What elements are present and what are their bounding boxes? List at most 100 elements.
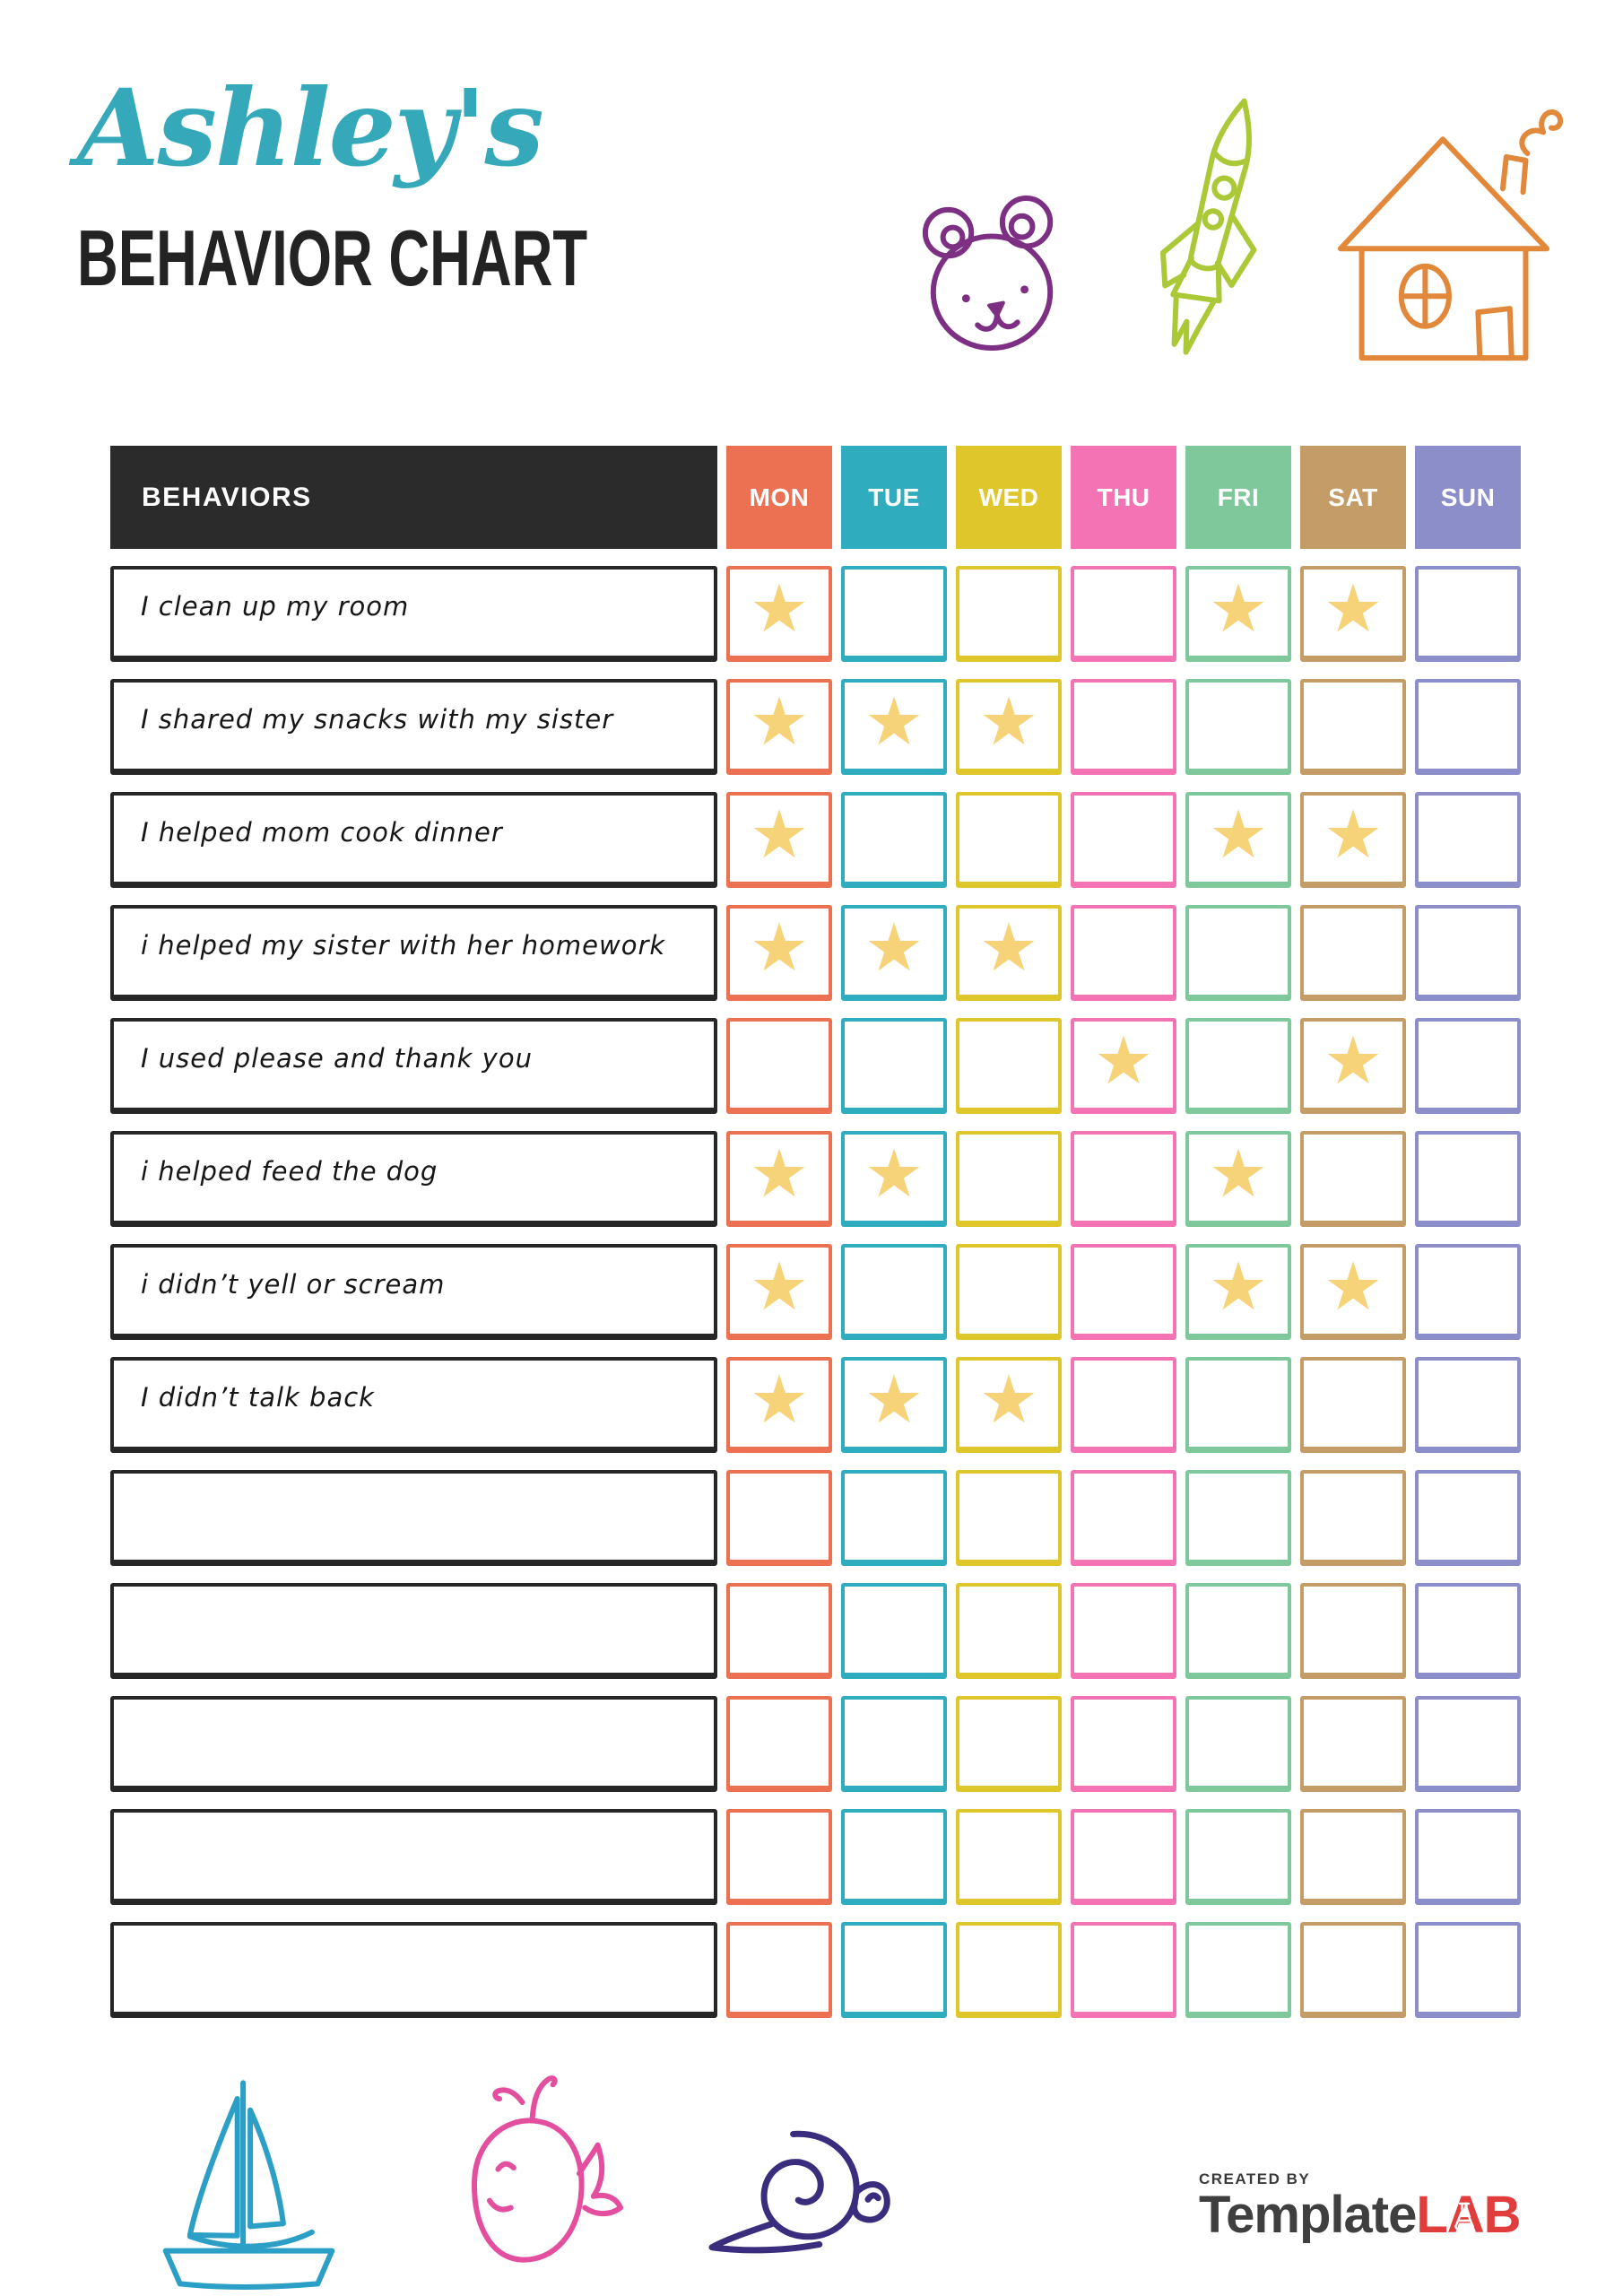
- day-cell-sun-row-11[interactable]: [1415, 1696, 1521, 1792]
- day-cell-mon-row-9[interactable]: [726, 1470, 832, 1566]
- day-cell-wed-row-10[interactable]: [956, 1583, 1062, 1679]
- day-cell-tue-row-6[interactable]: ★: [841, 1131, 947, 1227]
- day-cell-mon-row-7[interactable]: ★: [726, 1244, 832, 1340]
- day-cell-fri-row-1[interactable]: ★: [1185, 566, 1291, 662]
- day-cell-thu-row-1[interactable]: [1071, 566, 1176, 662]
- day-cell-sun-row-2[interactable]: [1415, 679, 1521, 775]
- day-cell-fri-row-11[interactable]: [1185, 1696, 1291, 1792]
- day-cell-sun-row-7[interactable]: [1415, 1244, 1521, 1340]
- behavior-label-row-11[interactable]: [110, 1696, 717, 1792]
- behavior-label-row-12[interactable]: [110, 1809, 717, 1905]
- day-cell-mon-row-8[interactable]: ★: [726, 1357, 832, 1453]
- day-cell-thu-row-12[interactable]: [1071, 1809, 1176, 1905]
- day-cell-wed-row-4[interactable]: ★: [956, 905, 1062, 1001]
- day-cell-thu-row-2[interactable]: [1071, 679, 1176, 775]
- day-cell-tue-row-11[interactable]: [841, 1696, 947, 1792]
- day-cell-sat-row-2[interactable]: [1300, 679, 1406, 775]
- day-cell-mon-row-12[interactable]: [726, 1809, 832, 1905]
- day-cell-thu-row-5[interactable]: ★: [1071, 1018, 1176, 1114]
- behavior-label-row-2[interactable]: I shared my snacks with my sister: [110, 679, 717, 775]
- day-cell-sun-row-13[interactable]: [1415, 1922, 1521, 2018]
- day-cell-tue-row-12[interactable]: [841, 1809, 947, 1905]
- day-cell-sun-row-3[interactable]: [1415, 792, 1521, 888]
- day-cell-sat-row-11[interactable]: [1300, 1696, 1406, 1792]
- behavior-label-row-7[interactable]: i didn’t yell or scream: [110, 1244, 717, 1340]
- day-cell-sun-row-10[interactable]: [1415, 1583, 1521, 1679]
- day-cell-wed-row-1[interactable]: [956, 566, 1062, 662]
- day-cell-fri-row-10[interactable]: [1185, 1583, 1291, 1679]
- behavior-label-row-4[interactable]: i helped my sister with her homework: [110, 905, 717, 1001]
- day-cell-sat-row-9[interactable]: [1300, 1470, 1406, 1566]
- behavior-label-row-1[interactable]: I clean up my room: [110, 566, 717, 662]
- day-cell-mon-row-13[interactable]: [726, 1922, 832, 2018]
- day-cell-wed-row-3[interactable]: [956, 792, 1062, 888]
- day-cell-mon-row-10[interactable]: [726, 1583, 832, 1679]
- day-cell-sun-row-9[interactable]: [1415, 1470, 1521, 1566]
- day-cell-sat-row-3[interactable]: ★: [1300, 792, 1406, 888]
- day-cell-fri-row-9[interactable]: [1185, 1470, 1291, 1566]
- day-cell-thu-row-4[interactable]: [1071, 905, 1176, 1001]
- day-cell-mon-row-11[interactable]: [726, 1696, 832, 1792]
- day-cell-sat-row-1[interactable]: ★: [1300, 566, 1406, 662]
- day-cell-thu-row-10[interactable]: [1071, 1583, 1176, 1679]
- day-cell-mon-row-5[interactable]: [726, 1018, 832, 1114]
- behavior-label-row-8[interactable]: I didn’t talk back: [110, 1357, 717, 1453]
- day-cell-sun-row-12[interactable]: [1415, 1809, 1521, 1905]
- day-cell-wed-row-7[interactable]: [956, 1244, 1062, 1340]
- day-cell-sat-row-12[interactable]: [1300, 1809, 1406, 1905]
- day-cell-tue-row-2[interactable]: ★: [841, 679, 947, 775]
- day-cell-wed-row-8[interactable]: ★: [956, 1357, 1062, 1453]
- day-cell-fri-row-3[interactable]: ★: [1185, 792, 1291, 888]
- day-cell-fri-row-12[interactable]: [1185, 1809, 1291, 1905]
- day-cell-mon-row-2[interactable]: ★: [726, 679, 832, 775]
- day-cell-sat-row-4[interactable]: [1300, 905, 1406, 1001]
- day-cell-tue-row-10[interactable]: [841, 1583, 947, 1679]
- day-cell-fri-row-8[interactable]: [1185, 1357, 1291, 1453]
- day-cell-thu-row-13[interactable]: [1071, 1922, 1176, 2018]
- day-cell-sun-row-6[interactable]: [1415, 1131, 1521, 1227]
- day-cell-tue-row-9[interactable]: [841, 1470, 947, 1566]
- day-cell-fri-row-6[interactable]: ★: [1185, 1131, 1291, 1227]
- day-cell-thu-row-9[interactable]: [1071, 1470, 1176, 1566]
- day-cell-wed-row-13[interactable]: [956, 1922, 1062, 2018]
- day-cell-sat-row-6[interactable]: [1300, 1131, 1406, 1227]
- day-cell-tue-row-4[interactable]: ★: [841, 905, 947, 1001]
- behavior-label-row-6[interactable]: i helped feed the dog: [110, 1131, 717, 1227]
- day-cell-sun-row-8[interactable]: [1415, 1357, 1521, 1453]
- day-cell-fri-row-5[interactable]: [1185, 1018, 1291, 1114]
- day-cell-fri-row-13[interactable]: [1185, 1922, 1291, 2018]
- day-cell-tue-row-3[interactable]: [841, 792, 947, 888]
- day-cell-fri-row-4[interactable]: [1185, 905, 1291, 1001]
- behavior-label-row-3[interactable]: I helped mom cook dinner: [110, 792, 717, 888]
- day-cell-tue-row-1[interactable]: [841, 566, 947, 662]
- behavior-label-row-9[interactable]: [110, 1470, 717, 1566]
- day-cell-sun-row-1[interactable]: [1415, 566, 1521, 662]
- behavior-label-row-5[interactable]: I used please and thank you: [110, 1018, 717, 1114]
- day-cell-thu-row-6[interactable]: [1071, 1131, 1176, 1227]
- day-cell-mon-row-1[interactable]: ★: [726, 566, 832, 662]
- day-cell-sat-row-7[interactable]: ★: [1300, 1244, 1406, 1340]
- day-cell-wed-row-12[interactable]: [956, 1809, 1062, 1905]
- day-cell-mon-row-3[interactable]: ★: [726, 792, 832, 888]
- day-cell-wed-row-6[interactable]: [956, 1131, 1062, 1227]
- day-cell-sat-row-10[interactable]: [1300, 1583, 1406, 1679]
- behavior-label-row-13[interactable]: [110, 1922, 717, 2018]
- day-cell-sun-row-5[interactable]: [1415, 1018, 1521, 1114]
- day-cell-thu-row-3[interactable]: [1071, 792, 1176, 888]
- day-cell-wed-row-9[interactable]: [956, 1470, 1062, 1566]
- day-cell-sun-row-4[interactable]: [1415, 905, 1521, 1001]
- day-cell-tue-row-5[interactable]: [841, 1018, 947, 1114]
- day-cell-fri-row-7[interactable]: ★: [1185, 1244, 1291, 1340]
- day-cell-sat-row-13[interactable]: [1300, 1922, 1406, 2018]
- day-cell-wed-row-2[interactable]: ★: [956, 679, 1062, 775]
- day-cell-mon-row-4[interactable]: ★: [726, 905, 832, 1001]
- day-cell-sat-row-5[interactable]: ★: [1300, 1018, 1406, 1114]
- day-cell-wed-row-5[interactable]: [956, 1018, 1062, 1114]
- day-cell-thu-row-11[interactable]: [1071, 1696, 1176, 1792]
- behavior-label-row-10[interactable]: [110, 1583, 717, 1679]
- day-cell-wed-row-11[interactable]: [956, 1696, 1062, 1792]
- day-cell-sat-row-8[interactable]: [1300, 1357, 1406, 1453]
- day-cell-thu-row-7[interactable]: [1071, 1244, 1176, 1340]
- day-cell-tue-row-7[interactable]: [841, 1244, 947, 1340]
- day-cell-tue-row-8[interactable]: ★: [841, 1357, 947, 1453]
